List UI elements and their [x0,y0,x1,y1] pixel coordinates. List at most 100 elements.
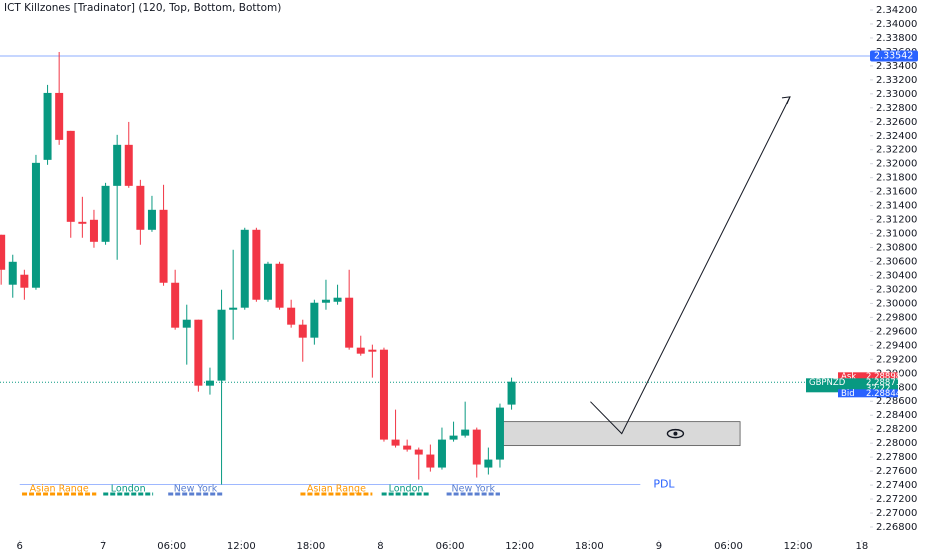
candle-body [194,319,203,386]
y-tick-label: 2.27800 [876,452,917,463]
candle-body [287,307,296,325]
x-tick-label: 8 [377,541,383,550]
y-tick-label: 2.31200 [876,215,917,226]
session-label: New York [452,484,496,495]
y-tick-label: 2.33200 [876,75,917,86]
eye-pupil [673,431,678,436]
x-tick-label: 7 [100,541,106,550]
candle-body [240,229,249,308]
candle-body [89,219,98,242]
candle-body [43,92,52,160]
y-tick-label: 2.31000 [876,229,917,240]
x-tick-label: 06:00 [714,541,743,550]
candle-body [136,185,145,230]
candle-body [495,407,504,460]
eye-icon [666,428,685,439]
x-tick-label: 06:00 [436,541,465,550]
y-tick-label: 2.32400 [876,131,917,142]
price-label-box [838,372,898,381]
y-tick-label: 2.29800 [876,312,917,323]
candle-body [159,209,168,283]
candle-body [101,185,110,242]
candle-body [507,381,516,405]
price-label-box [838,389,898,398]
y-tick-label: 2.26800 [876,522,917,533]
y-tick-label: 2.27400 [876,480,917,491]
candle-body [403,445,412,450]
price-label-value: 2.28898 [866,372,901,382]
y-tick-label: 2.30600 [876,257,917,268]
candle-body [345,297,354,348]
candle-body [356,347,365,354]
trend-drawing [590,96,791,435]
candle-body [449,435,458,440]
candle-body [472,429,481,465]
candle-body [182,319,191,328]
candle-body [426,454,435,468]
candle-body [252,229,261,300]
x-tick-label: 18:00 [575,541,604,550]
y-tick-label: 2.30000 [876,298,917,309]
x-tick-label: 12:00 [227,541,256,550]
candle-body [368,349,377,352]
session-label: Asian Range [30,484,89,495]
y-tick-label: 2.27200 [876,494,917,505]
session-label: Asian Range [307,484,366,495]
x-tick-label: 18:00 [296,541,325,550]
y-tick-label: 2.30400 [876,270,917,281]
candle-body [391,439,400,446]
session-label: London [389,484,424,495]
y-tick-label: 2.34000 [876,19,917,30]
price-label-name: Bid [841,389,855,399]
y-tick-label: 2.29400 [876,340,917,351]
arrow-head [781,96,791,105]
candle-body [414,449,423,455]
y-tick-label: 2.31800 [876,173,917,184]
candle-body [217,309,226,381]
y-tick-label: 2.29200 [876,354,917,365]
y-tick-label: 2.32800 [876,103,917,114]
x-tick-label: 6 [17,541,23,550]
price-label-countdown: 32:22 [866,384,891,394]
session-label: New York [174,484,218,495]
y-tick-label: 2.28600 [876,396,917,407]
candle-body [298,324,307,338]
y-tick-label: 2.28000 [876,438,917,449]
session-label: London [111,484,146,495]
price-label-box [806,378,898,393]
price-label-name: GBPNZD [809,378,846,388]
price-tag-text: 2.33542 [874,50,913,61]
candle-body [379,349,388,440]
y-tick-label: 2.30200 [876,284,917,295]
candle-body [147,209,156,230]
candle-body [55,92,64,140]
candle-body [113,144,122,186]
y-tick-label: 2.27600 [876,466,917,477]
price-label-value: 2.28871 [866,378,901,388]
y-tick-label: 2.30800 [876,243,917,254]
x-tick-label: 9 [656,541,662,550]
chart-title: ICT Killzones [Tradinator] (120, Top, Bo… [4,2,281,14]
y-tick-label: 2.32600 [876,117,917,128]
candle-body [275,263,284,308]
y-tick-label: 2.29600 [876,326,917,337]
candle-body [263,263,272,300]
y-tick-label: 2.33800 [876,33,917,44]
candle-body [171,282,180,328]
y-tick-label: 2.28400 [876,410,917,421]
y-tick-label: 2.31600 [876,187,917,198]
candle-body [8,261,17,285]
candle-body [124,144,133,186]
x-tick-label: 12:00 [784,541,813,550]
candle-body [205,380,214,386]
y-tick-label: 2.32200 [876,145,917,156]
y-tick-label: 2.32000 [876,159,917,170]
candle-body [321,299,330,303]
y-tick-label: 2.28200 [876,424,917,435]
price-label-name: Ask [841,372,856,382]
candle-body [437,439,446,468]
candle-body [0,234,6,270]
candle-body [310,302,319,338]
